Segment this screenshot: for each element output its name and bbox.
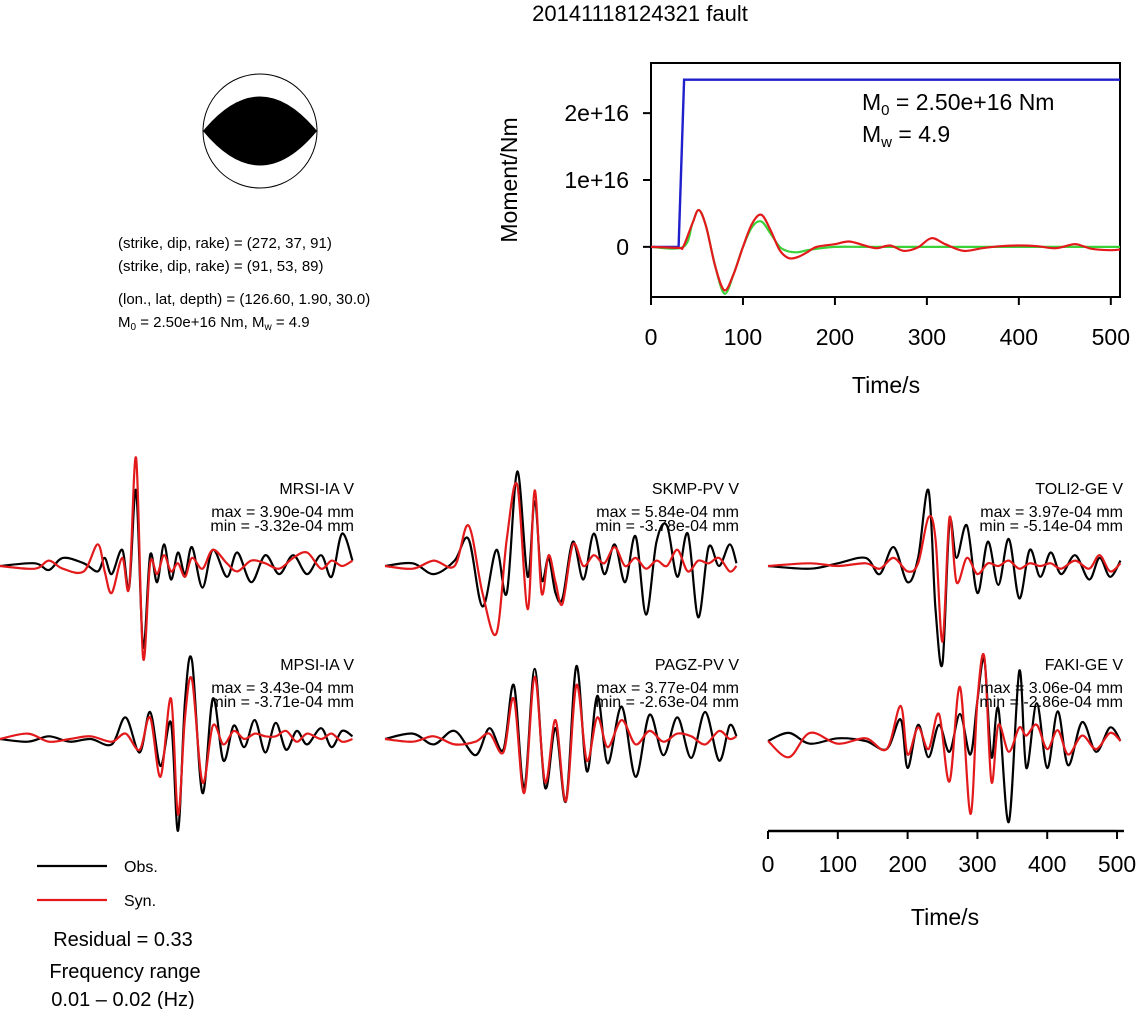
moment-y-tick-label: 0 (616, 234, 629, 260)
legend: Obs. Syn. (37, 859, 158, 910)
station-x-tick-label: 400 (1028, 851, 1066, 877)
moment-y-axis-label: Moment/Nm (496, 117, 522, 242)
station-max-amplitude: max = 3.77e-04 mm (596, 680, 739, 697)
moment-x-axis-label: Time/s (852, 372, 920, 398)
waveform-observed (384, 664, 738, 803)
moment-y-tick-label: 2e+16 (564, 100, 629, 126)
station-x-axis-label: Time/s (911, 904, 979, 930)
moment-x-tick-label: 0 (645, 324, 658, 350)
station-name: TOLI2-GE V (1035, 481, 1123, 498)
station-max-amplitude: max = 3.43e-04 mm (211, 680, 354, 697)
moment-rate-red-line (650, 209, 1121, 292)
station-min-amplitude: min = -2.86e-04 mm (979, 694, 1123, 711)
station-min-amplitude: min = -2.63e-04 mm (595, 694, 739, 711)
station-x-tick-label: 0 (762, 851, 775, 877)
moment-x-tick-label: 400 (1000, 324, 1038, 350)
moment-magnitude-summary: M0 = 2.50e+16 Nm, Mw = 4.9 (118, 314, 310, 333)
station-name: FAKI-GE V (1045, 657, 1124, 674)
station-min-amplitude: min = -3.71e-04 mm (210, 694, 354, 711)
station-min-amplitude: min = -5.14e-04 mm (979, 518, 1123, 535)
station-name: SKMP-PV V (652, 481, 739, 498)
moment-mw-annotation: Mw = 4.9 (862, 121, 950, 151)
waveform-synthetic (384, 675, 738, 803)
moment-x-tick-label: 100 (724, 324, 762, 350)
legend-syn-label: Syn. (124, 893, 156, 910)
station-name: PAGZ-PV V (655, 657, 739, 674)
station-name: MPSI-IA V (280, 657, 354, 674)
waveform-observed (767, 488, 1122, 668)
waveform-observed (0, 489, 354, 649)
legend-obs-label: Obs. (124, 859, 158, 876)
frequency-range-label: Frequency range (49, 961, 200, 983)
waveform-observed (384, 470, 738, 619)
station-x-tick-label: 500 (1098, 851, 1136, 877)
waveform-synthetic (384, 481, 738, 637)
moment-chart: Moment/Nm Time/s M0 = 2.50e+16 Nm Mw = 4… (496, 62, 1130, 398)
moment-y-tick-label: 1e+16 (564, 167, 629, 193)
station-max-amplitude: max = 3.06e-04 mm (980, 680, 1123, 697)
station-x-tick-label: 100 (819, 851, 857, 877)
moment-x-tick-label: 200 (816, 324, 854, 350)
station-x-tick-label: 200 (888, 851, 926, 877)
moment-ticks: 0 100 200 300 400 500 0 1e+16 2e+16 (564, 100, 1130, 350)
station-max-amplitude: max = 5.84e-04 mm (596, 504, 739, 521)
moment-rate-green-line (650, 209, 1120, 295)
nodal-plane-2: (strike, dip, rake) = (91, 53, 89) (118, 258, 324, 275)
station-time-axis: Time/s 0 100 200 300 400 500 (762, 829, 1136, 930)
figure-title: 20141118124321 fault (532, 1, 748, 26)
station-max-amplitude: max = 3.97e-04 mm (980, 504, 1123, 521)
station-name: MRSI-IA V (279, 481, 354, 498)
beachball-compressional-quadrant (203, 96, 317, 166)
waveform-synthetic (767, 515, 1122, 643)
waveform-synthetic (0, 676, 353, 816)
moment-series (650, 78, 1121, 295)
station-x-tick-label: 300 (958, 851, 996, 877)
location-depth: (lon., lat, depth) = (126.60, 1.90, 30.0… (118, 291, 370, 308)
nodal-plane-1: (strike, dip, rake) = (272, 37, 91) (118, 235, 332, 252)
moment-x-tick-label: 300 (908, 324, 946, 350)
moment-x-tick-label: 500 (1092, 324, 1130, 350)
station-min-amplitude: min = -3.78e-04 mm (595, 518, 739, 535)
waveform-synthetic (767, 653, 1122, 816)
residual-text: Residual = 0.33 (53, 929, 193, 951)
focal-mechanism-beachball (202, 73, 318, 189)
moment-m0-annotation: M0 = 2.50e+16 Nm (862, 89, 1054, 119)
waveform-synthetic (0, 456, 354, 661)
frequency-range-value: 0.01 – 0.02 (Hz) (51, 989, 194, 1009)
station-min-amplitude: min = -3.32e-04 mm (210, 518, 354, 535)
station-max-amplitude: max = 3.90e-04 mm (211, 504, 354, 521)
